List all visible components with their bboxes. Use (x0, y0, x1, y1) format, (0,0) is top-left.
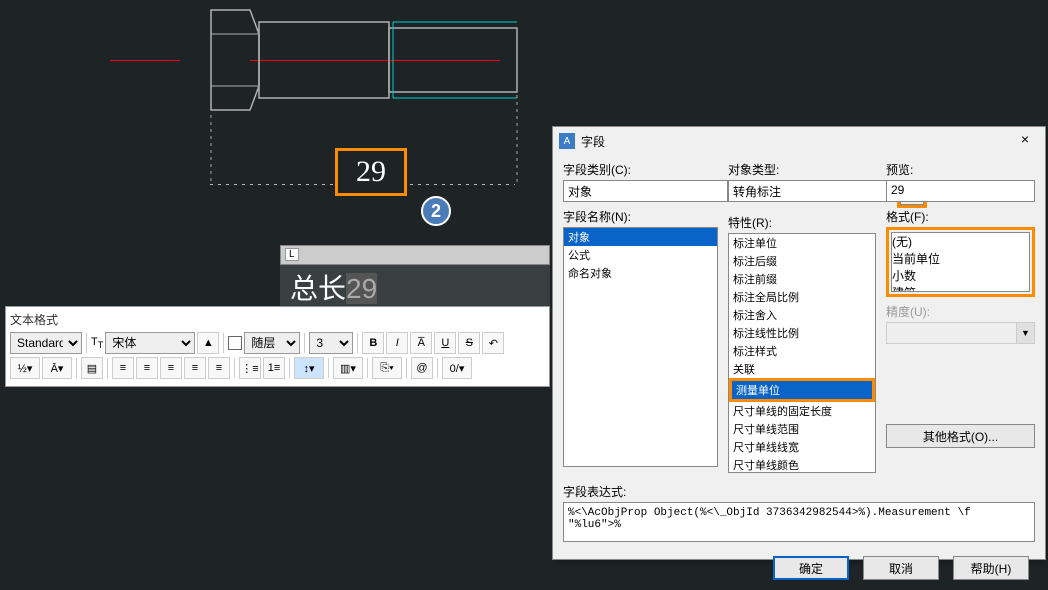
properties-list[interactable]: 标注单位标注后缀标注前缀标注全局比例标注舍入标注线性比例标注样式关联测量单位尺寸… (728, 233, 876, 473)
props-label: 特性(R): (728, 214, 876, 231)
list-item[interactable]: 标注线性比例 (729, 324, 875, 342)
list-item[interactable]: 标注样式 (729, 342, 875, 360)
list-item[interactable]: 标注舍入 (729, 306, 875, 324)
list-item[interactable]: 尺寸单线颜色 (729, 456, 875, 473)
precision-label: 精度(U): (886, 303, 1035, 320)
ok-button[interactable]: 确定 (773, 556, 849, 580)
font-select[interactable]: 宋体 (105, 332, 195, 354)
editor-text-prefix: 总长 (290, 273, 346, 304)
expression-field[interactable]: %<\AcObjProp Object(%<\_ObjId 3736342982… (563, 502, 1035, 542)
list-item[interactable]: 标注后缀 (729, 252, 875, 270)
align-left-button[interactable]: ≡ (112, 357, 134, 379)
chevron-down-icon: ▼ (1016, 323, 1034, 343)
align-dist-button[interactable]: ≡ (208, 357, 230, 379)
dialog-title: 字段 (581, 133, 1011, 150)
overline-button[interactable]: A̅ (410, 332, 432, 354)
underline-button[interactable]: U (434, 332, 456, 354)
inplace-text-editor[interactable]: 总长29 (280, 245, 550, 309)
ruler[interactable] (280, 245, 550, 265)
list-item[interactable]: 标注单位 (729, 234, 875, 252)
format-label: 格式(F): (886, 208, 1035, 225)
other-format-button[interactable]: 其他格式(O)... (886, 424, 1035, 448)
list-item[interactable]: 关联 (729, 360, 875, 378)
list-item[interactable]: 当前单位 (892, 250, 1029, 267)
columns-button[interactable]: ▥▾ (333, 357, 363, 379)
objtype-label: 对象类型: (728, 161, 876, 178)
format-list[interactable]: (无)当前单位小数建筑工程 (891, 232, 1030, 292)
category-label: 字段类别(C): (563, 161, 718, 178)
oblique-button[interactable]: 0/▾ (442, 357, 472, 379)
list-item[interactable]: 公式 (564, 246, 717, 264)
bullets-button[interactable]: ⋮≡ (239, 357, 261, 379)
list-item[interactable]: 命名对象 (564, 264, 717, 282)
help-button[interactable]: 帮助(H) (953, 556, 1029, 580)
field-button[interactable]: ⎘▾ (372, 357, 402, 379)
style-select[interactable]: Standard (10, 332, 82, 354)
category-combo[interactable] (563, 180, 728, 202)
symbol-button[interactable]: @ (411, 357, 433, 379)
list-item[interactable]: (无) (892, 233, 1029, 250)
names-label: 字段名称(N): (563, 208, 718, 225)
editor-field-value: 29 (346, 273, 377, 304)
toolbar-title: 文本格式 (10, 311, 545, 328)
list-item[interactable]: 尺寸单线范围 (729, 420, 875, 438)
align-justify-button[interactable]: ≡ (184, 357, 206, 379)
stack-button[interactable]: ½▾ (10, 357, 40, 379)
preview-value: 29 (886, 180, 1035, 202)
dialog-titlebar[interactable]: A 字段 × (553, 127, 1045, 155)
dimension-value: 29 (335, 148, 407, 196)
list-item[interactable]: 建筑 (892, 284, 1029, 292)
list-item[interactable]: 标注全局比例 (729, 288, 875, 306)
objtype-field[interactable] (728, 180, 893, 202)
italic-button[interactable]: I (386, 332, 408, 354)
case-button[interactable]: Ā▾ (42, 357, 72, 379)
justify-button[interactable]: ▤ (81, 357, 103, 379)
list-item[interactable]: 对象 (564, 228, 717, 246)
list-item[interactable]: 标注前缀 (729, 270, 875, 288)
preview-label: 预览: (886, 161, 1035, 178)
strike-button[interactable]: S (458, 332, 480, 354)
dimension: 29 (210, 170, 530, 200)
field-names-list[interactable]: 对象公式命名对象 (563, 227, 718, 467)
align-right-button[interactable]: ≡ (160, 357, 182, 379)
linespace-button[interactable]: ↕▾ (294, 357, 324, 379)
precision-combo: ▼ (886, 322, 1035, 344)
align-center-button[interactable]: ≡ (136, 357, 158, 379)
cancel-button[interactable]: 取消 (863, 556, 939, 580)
color-select[interactable]: 随层 (244, 332, 300, 354)
expr-label: 字段表达式: (563, 483, 1035, 500)
list-item[interactable]: 尺寸单线线宽 (729, 438, 875, 456)
text-format-toolbar: 文本格式 Standard TT 宋体 ▲ 随层 3 B I A̅ U S ↶ … (5, 306, 550, 387)
callout-badge-2: 2 (421, 196, 451, 226)
close-icon[interactable]: × (1011, 131, 1039, 151)
list-item[interactable]: 小数 (892, 267, 1029, 284)
field-dialog: A 字段 × 字段类别(C): ▼ 字段名称(N): 对象公式命名对象 对象类型… (552, 126, 1046, 560)
app-icon: A (559, 133, 575, 149)
list-item[interactable]: 尺寸单线的固定长度 (729, 402, 875, 420)
bold-button[interactable]: B (362, 332, 384, 354)
annotative-icon[interactable]: ▲ (197, 332, 219, 354)
numbering-button[interactable]: 1≡ (263, 357, 285, 379)
undo-button[interactable]: ↶ (482, 332, 504, 354)
list-item[interactable]: 测量单位 (729, 378, 875, 402)
editor-content[interactable]: 总长29 (280, 265, 550, 309)
color-swatch[interactable] (228, 336, 242, 350)
size-select[interactable]: 3 (309, 332, 353, 354)
